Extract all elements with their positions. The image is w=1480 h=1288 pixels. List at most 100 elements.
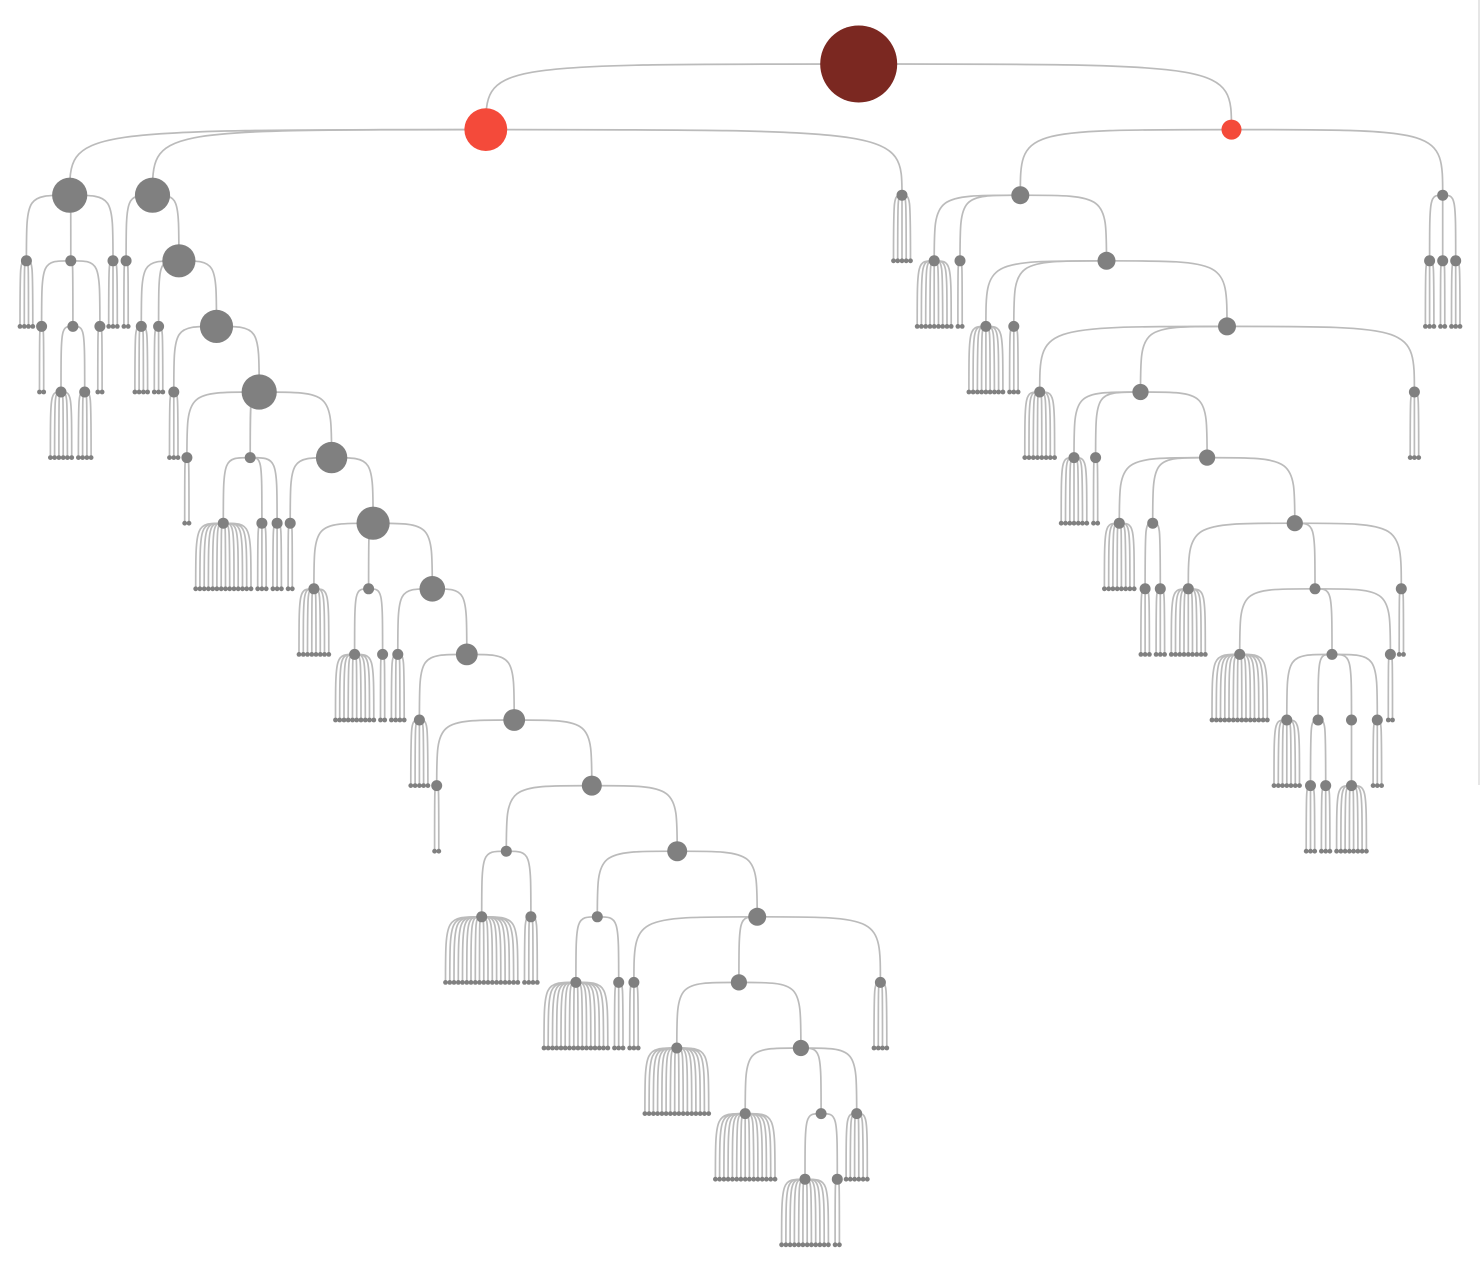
tree-branch-node[interactable] bbox=[1068, 452, 1080, 464]
tree-branch-node[interactable] bbox=[431, 780, 443, 792]
tree-branch-node[interactable] bbox=[799, 1173, 811, 1185]
tree-branch-node[interactable] bbox=[815, 1108, 827, 1120]
tree-branch-node[interactable] bbox=[244, 452, 256, 464]
tree-branch-node[interactable] bbox=[628, 976, 640, 988]
tree-branch-node[interactable] bbox=[1305, 780, 1316, 792]
tree-branch-node[interactable] bbox=[94, 320, 106, 332]
tree-branch-node[interactable] bbox=[591, 911, 603, 923]
tree-branch-node[interactable] bbox=[503, 709, 526, 731]
tree-branch-node[interactable] bbox=[1424, 255, 1436, 267]
tree-branch-node[interactable] bbox=[52, 177, 88, 213]
tree-branch-node[interactable] bbox=[1450, 255, 1462, 267]
tree-branch-node[interactable] bbox=[377, 648, 389, 660]
tree-root-node[interactable] bbox=[820, 25, 898, 103]
tree-branch-node[interactable] bbox=[476, 911, 488, 923]
tree-branch-node[interactable] bbox=[1281, 714, 1293, 726]
tree-branch-node[interactable] bbox=[1132, 383, 1149, 401]
tree-branch-node[interactable] bbox=[413, 714, 425, 726]
tree-branch-node[interactable] bbox=[613, 976, 625, 988]
tree-branch-node[interactable] bbox=[1154, 583, 1166, 595]
tree-branch-node[interactable] bbox=[874, 976, 886, 988]
tree-branch-node[interactable] bbox=[1218, 317, 1236, 336]
tree-branch-node[interactable] bbox=[1199, 449, 1216, 466]
tree-branch-node[interactable] bbox=[1371, 714, 1383, 726]
tree-branch-node[interactable] bbox=[928, 255, 940, 267]
tree-branch-node[interactable] bbox=[1326, 648, 1338, 660]
tree-branch-node[interactable] bbox=[570, 976, 582, 988]
tree-branch-node[interactable] bbox=[1395, 583, 1407, 595]
tree-branch-node[interactable] bbox=[1408, 386, 1420, 398]
tree-branch-node[interactable] bbox=[1309, 583, 1321, 595]
tree-branch-node[interactable] bbox=[455, 643, 478, 666]
tree-branch-node[interactable] bbox=[256, 517, 268, 529]
tree-branch-node[interactable] bbox=[315, 441, 348, 474]
tree-branch-node[interactable] bbox=[419, 576, 446, 602]
tree-link bbox=[745, 1112, 759, 1180]
tree-branch-node[interactable] bbox=[1384, 648, 1396, 660]
tree-branch-node[interactable] bbox=[67, 320, 79, 332]
tree-branch-node[interactable] bbox=[1097, 251, 1116, 270]
tree-branch-node[interactable] bbox=[500, 845, 512, 857]
tree-branch-node[interactable] bbox=[79, 386, 91, 398]
tree-branch-node[interactable] bbox=[525, 911, 537, 923]
tree-branch-node[interactable] bbox=[954, 255, 966, 267]
tree-branch-node[interactable] bbox=[1312, 714, 1324, 726]
tree-branch-node[interactable] bbox=[107, 255, 119, 267]
tree-branch-node[interactable] bbox=[1437, 255, 1449, 267]
tree-branch-node[interactable] bbox=[851, 1108, 863, 1120]
tree-branch-node[interactable] bbox=[1008, 320, 1020, 332]
tree-branch-node[interactable] bbox=[464, 108, 508, 151]
tree-branch-node[interactable] bbox=[1346, 714, 1357, 726]
tree-branch-node[interactable] bbox=[1221, 119, 1242, 140]
tree-branch-node[interactable] bbox=[349, 648, 361, 660]
tree-branch-node[interactable] bbox=[392, 648, 404, 660]
tree-branch-node[interactable] bbox=[181, 452, 193, 464]
tree-branch-node[interactable] bbox=[1147, 517, 1159, 529]
tree-branch-node[interactable] bbox=[1234, 648, 1246, 660]
tree-link bbox=[800, 1047, 822, 1114]
tree-branch-node[interactable] bbox=[55, 386, 67, 398]
tree-branch-node[interactable] bbox=[1139, 583, 1151, 595]
tree-branch-node[interactable] bbox=[135, 320, 147, 332]
tree-branch-node[interactable] bbox=[792, 1039, 810, 1057]
tree-branch-node[interactable] bbox=[363, 583, 375, 595]
tree-branch-node[interactable] bbox=[581, 775, 602, 796]
tree-branch-node[interactable] bbox=[748, 907, 767, 926]
tree-branch-node[interactable] bbox=[1113, 517, 1125, 529]
tree-branch-node[interactable] bbox=[168, 386, 180, 398]
tree-branch-node[interactable] bbox=[1437, 189, 1449, 201]
tree-branch-node[interactable] bbox=[1034, 386, 1046, 398]
tree-leaf-node bbox=[663, 1111, 669, 1116]
tree-branch-node[interactable] bbox=[831, 1173, 843, 1185]
tree-branch-node[interactable] bbox=[1286, 515, 1303, 532]
tree-branch-node[interactable] bbox=[271, 517, 283, 529]
tree-link bbox=[379, 653, 383, 721]
tree-branch-node[interactable] bbox=[65, 255, 77, 267]
tree-branch-node[interactable] bbox=[980, 320, 992, 332]
tree-link bbox=[354, 653, 362, 721]
tree-branch-node[interactable] bbox=[356, 506, 390, 540]
tree-branch-node[interactable] bbox=[1011, 186, 1030, 205]
tree-branch-node[interactable] bbox=[120, 255, 132, 267]
tree-branch-node[interactable] bbox=[134, 177, 171, 213]
tree-leaf-node bbox=[979, 389, 984, 395]
tree-branch-node[interactable] bbox=[1090, 452, 1102, 464]
tree-branch-node[interactable] bbox=[36, 320, 48, 332]
tree-branch-node[interactable] bbox=[1320, 780, 1332, 792]
tree-branch-node[interactable] bbox=[153, 320, 165, 332]
tree-branch-node[interactable] bbox=[1182, 583, 1194, 595]
tree-branch-node[interactable] bbox=[896, 189, 908, 201]
tree-branch-node[interactable] bbox=[730, 974, 748, 991]
tree-branch-node[interactable] bbox=[199, 309, 234, 343]
scrollbar-track[interactable] bbox=[1478, 0, 1480, 785]
tree-branch-node[interactable] bbox=[671, 1042, 683, 1054]
tree-branch-node[interactable] bbox=[217, 517, 229, 529]
tree-branch-node[interactable] bbox=[162, 244, 196, 278]
tree-branch-node[interactable] bbox=[667, 841, 688, 862]
tree-branch-node[interactable] bbox=[308, 583, 320, 595]
tree-branch-node[interactable] bbox=[1346, 780, 1357, 792]
tree-branch-node[interactable] bbox=[284, 517, 296, 529]
tree-branch-node[interactable] bbox=[739, 1108, 751, 1120]
tree-branch-node[interactable] bbox=[241, 374, 277, 410]
tree-branch-node[interactable] bbox=[20, 255, 32, 267]
